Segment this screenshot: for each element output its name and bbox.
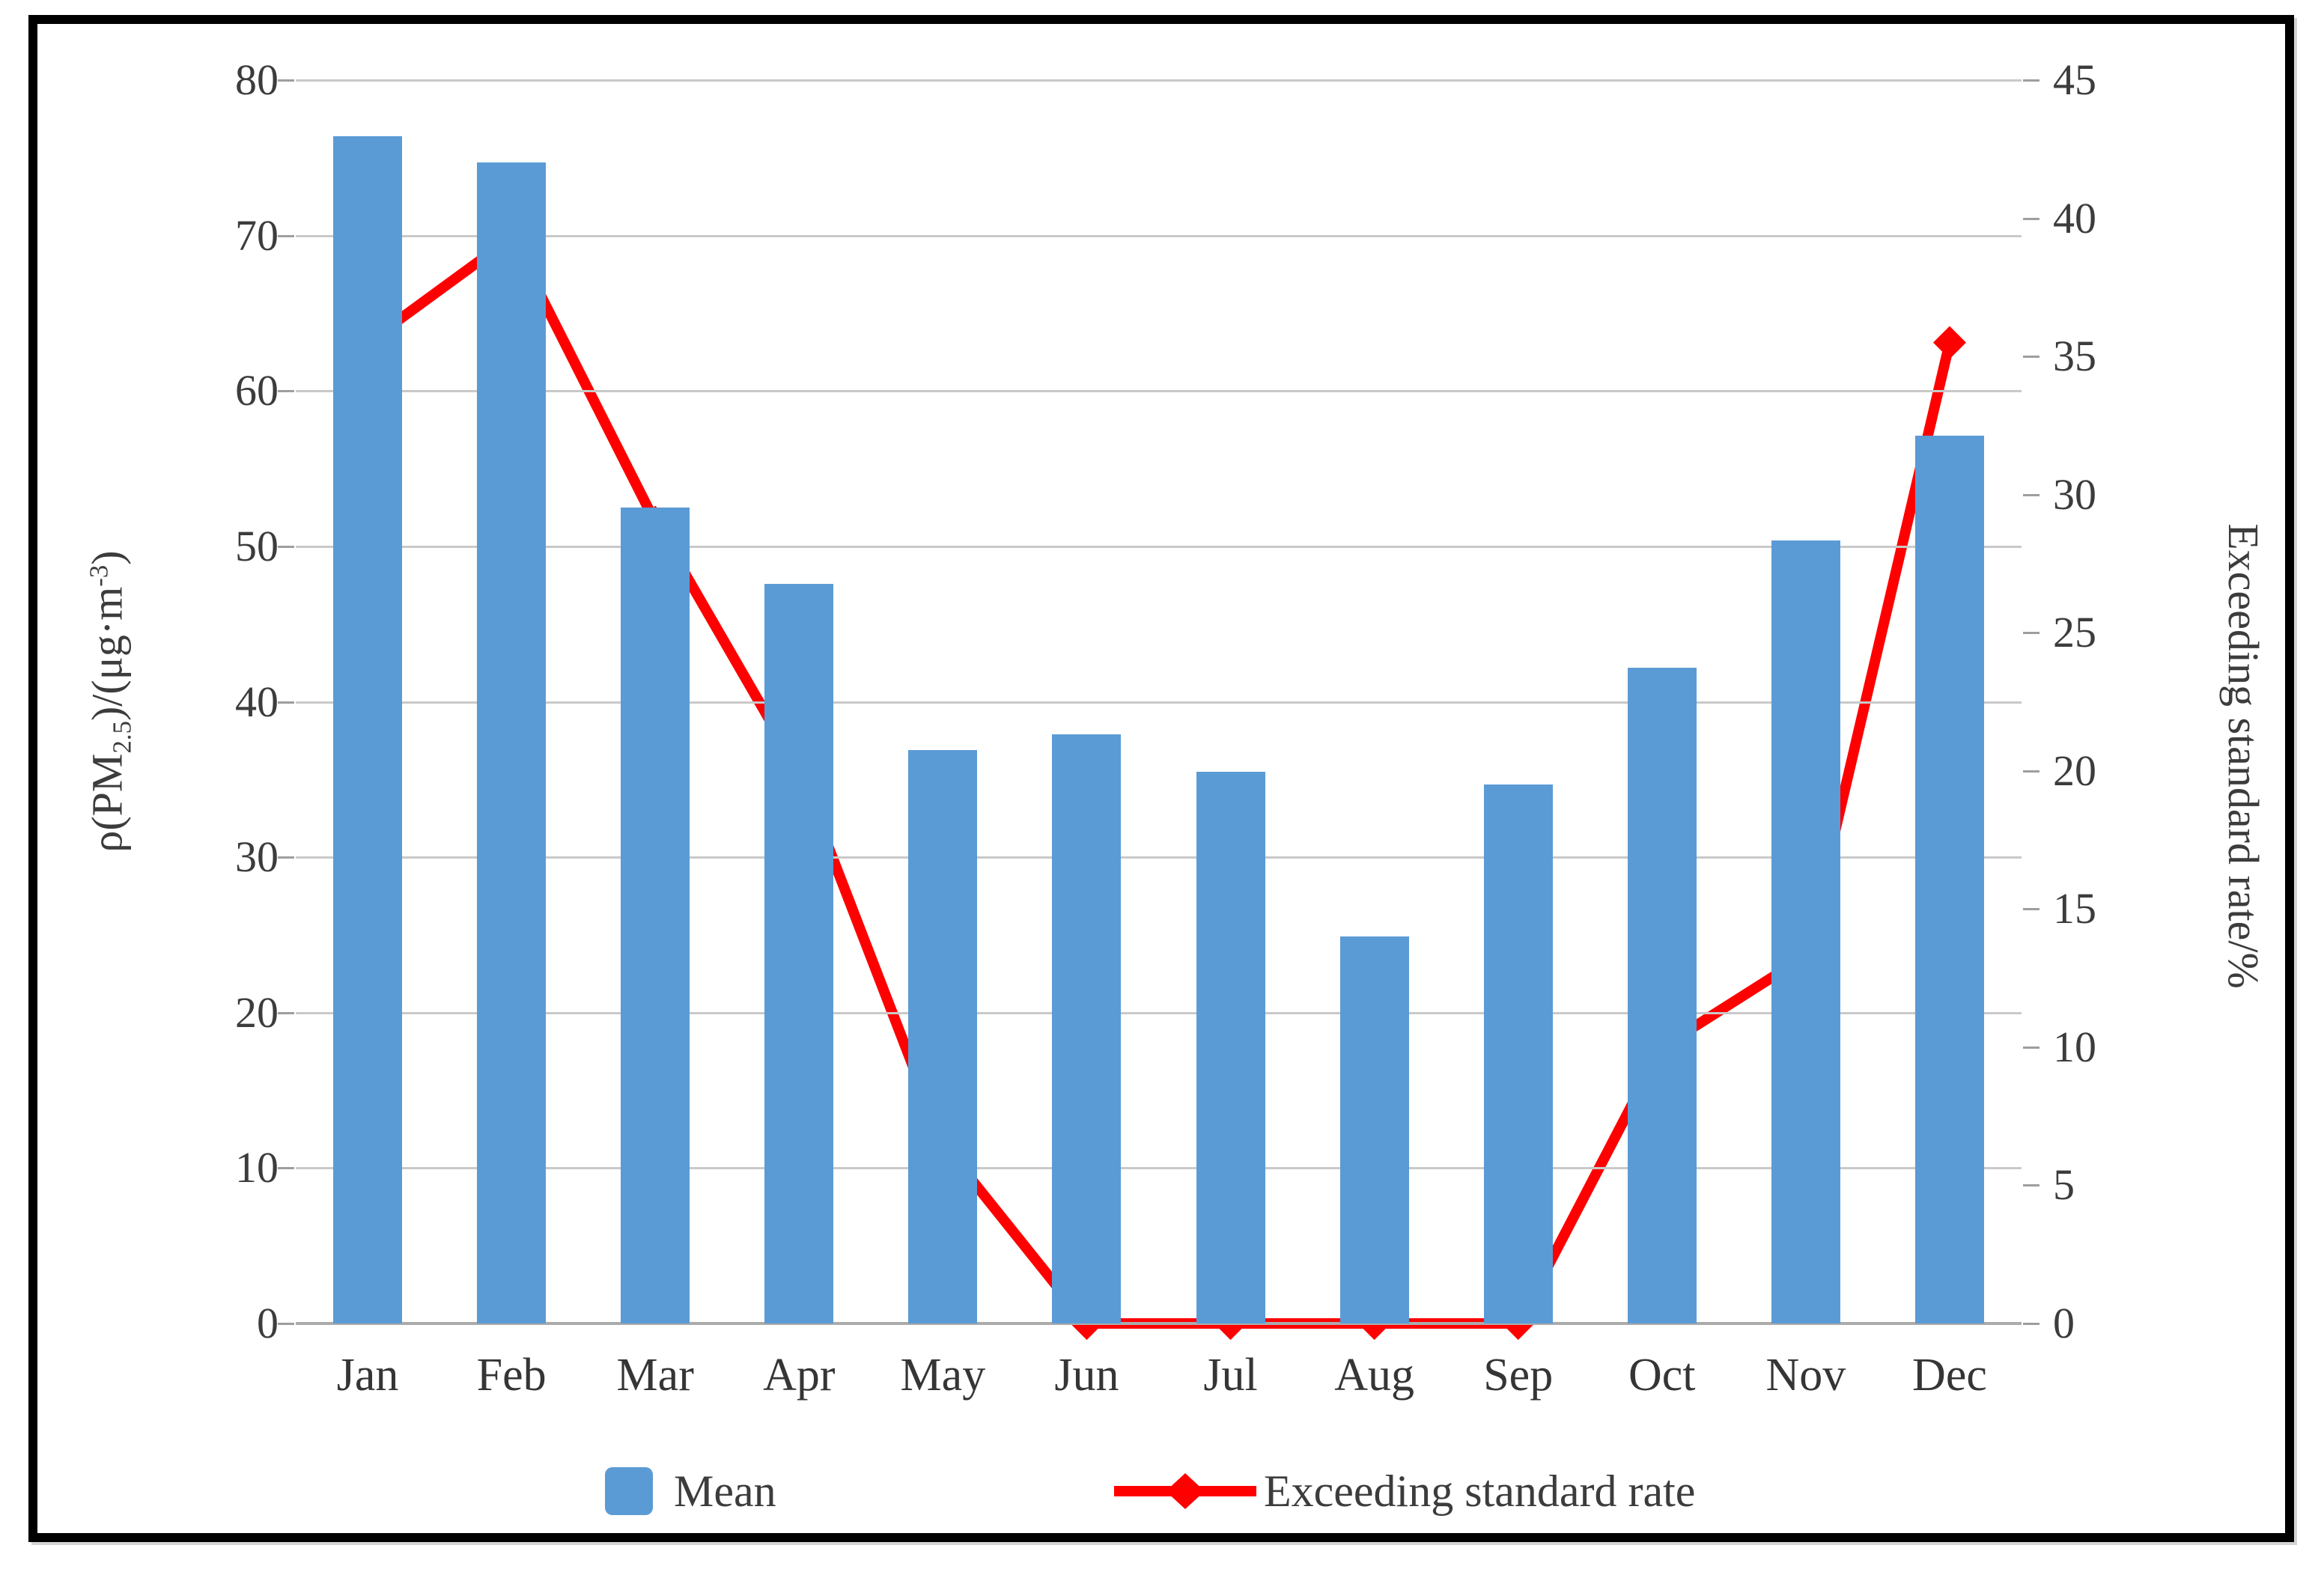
gridline-60 — [296, 390, 2022, 393]
left-tick-mark-20 — [278, 1011, 294, 1014]
bar-feb — [477, 162, 547, 1323]
bar-jul — [1196, 771, 1265, 1323]
legend-rate-line-icon — [1114, 1473, 1256, 1509]
right-axis-tick-30: 30 — [2053, 469, 2096, 519]
bar-dec — [1914, 436, 1984, 1323]
legend-rate-label: Exceeding standard rate — [1264, 1466, 1696, 1516]
right-tick-mark-15 — [2023, 908, 2039, 911]
left-axis-tick-40: 40 — [235, 677, 279, 726]
right-axis-tick-35: 35 — [2053, 332, 2096, 381]
month-label-dec: Dec — [1912, 1350, 1987, 1401]
bar-jun — [1052, 734, 1122, 1323]
gridline-50 — [296, 545, 2022, 548]
right-tick-mark-30 — [2023, 493, 2039, 496]
right-tick-mark-45 — [2023, 79, 2039, 82]
left-tick-mark-80 — [278, 79, 294, 82]
bar-apr — [764, 583, 834, 1323]
bar-nov — [1771, 540, 1840, 1323]
month-label-jul: Jul — [1203, 1350, 1258, 1401]
right-axis-tick-10: 10 — [2053, 1022, 2096, 1071]
gridline-40 — [296, 701, 2022, 704]
left-axis-tick-20: 20 — [235, 987, 279, 1037]
left-axis-title: ρ(PM2.5)/(μg·m-3) — [77, 550, 144, 852]
month-label-jan: Jan — [336, 1350, 399, 1401]
left-tick-mark-70 — [278, 234, 294, 237]
right-tick-mark-35 — [2023, 356, 2039, 359]
gridline-20 — [296, 1011, 2022, 1014]
left-axis-title-mid: )/(μg·m — [82, 586, 132, 722]
left-axis-title-pre: ρ(PM — [82, 753, 132, 853]
gridline-80 — [296, 79, 2022, 82]
right-tick-mark-20 — [2023, 770, 2039, 773]
left-axis-tick-70: 70 — [235, 210, 279, 260]
legend-mean-swatch — [605, 1467, 653, 1515]
left-tick-mark-40 — [278, 701, 294, 704]
left-axis-tick-50: 50 — [235, 521, 279, 570]
right-tick-mark-5 — [2023, 1184, 2039, 1187]
left-tick-mark-10 — [278, 1167, 294, 1170]
left-axis-title-sub: 2.5 — [107, 721, 137, 754]
gridline-70 — [296, 234, 2022, 237]
left-axis-title-sup: -3 — [84, 564, 114, 587]
right-axis-tick-40: 40 — [2053, 193, 2096, 243]
right-tick-mark-40 — [2023, 217, 2039, 220]
right-axis-tick-15: 15 — [2053, 884, 2096, 933]
bar-oct — [1627, 667, 1697, 1323]
bar-aug — [1339, 936, 1409, 1323]
month-label-sep: Sep — [1483, 1350, 1554, 1401]
gridline-10 — [296, 1167, 2022, 1170]
left-tick-mark-60 — [278, 390, 294, 393]
left-axis-tick-80: 80 — [235, 55, 279, 104]
bar-mar — [621, 507, 690, 1323]
plot-area — [278, 79, 2039, 1340]
right-axis-title: Exceeding standard rate/% — [2219, 523, 2268, 989]
month-label-jun: Jun — [1054, 1350, 1119, 1401]
month-label-aug: Aug — [1334, 1350, 1415, 1401]
left-axis-tick-10: 10 — [235, 1143, 279, 1192]
left-tick-mark-0 — [278, 1323, 294, 1325]
left-tick-mark-30 — [278, 856, 294, 859]
month-label-oct: Oct — [1628, 1350, 1696, 1401]
left-axis-tick-0: 0 — [257, 1299, 279, 1347]
right-tick-mark-0 — [2023, 1323, 2039, 1325]
rate-marker-dec — [1932, 326, 1966, 359]
bar-jan — [333, 135, 403, 1323]
right-tick-mark-25 — [2023, 632, 2039, 635]
right-tick-mark-10 — [2023, 1046, 2039, 1049]
right-axis-tick-0: 0 — [2053, 1299, 2075, 1347]
month-label-may: May — [900, 1350, 986, 1401]
month-label-nov: Nov — [1765, 1350, 1846, 1401]
left-tick-mark-50 — [278, 545, 294, 548]
month-label-apr: Apr — [763, 1350, 836, 1401]
left-axis-title-post: ) — [82, 550, 132, 565]
right-axis-tick-45: 45 — [2053, 55, 2096, 104]
month-label-mar: Mar — [616, 1350, 694, 1401]
x-axis-line — [296, 1322, 2022, 1325]
rate-line — [364, 229, 1955, 1329]
left-axis-tick-60: 60 — [235, 366, 279, 415]
left-axis-tick-30: 30 — [235, 832, 279, 882]
right-axis-tick-20: 20 — [2053, 746, 2096, 795]
bar-may — [908, 749, 978, 1323]
month-label-feb: Feb — [476, 1350, 547, 1401]
right-axis-tick-25: 25 — [2053, 608, 2096, 657]
legend-rate-diamond-icon — [1166, 1473, 1205, 1509]
right-axis-tick-5: 5 — [2053, 1160, 2075, 1210]
legend-mean-label: Mean — [674, 1466, 776, 1516]
bar-sep — [1483, 784, 1553, 1323]
legend: Mean Exceeding standard rate — [0, 1461, 2324, 1536]
gridline-30 — [296, 856, 2022, 859]
